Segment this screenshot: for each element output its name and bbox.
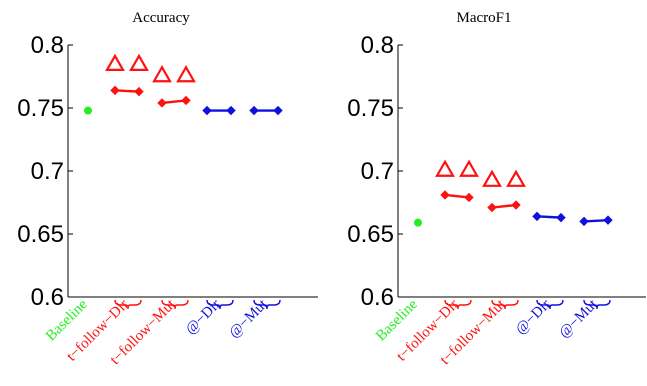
x-tick-brace (491, 299, 519, 310)
x-tick-brace (253, 299, 281, 310)
x-tick-label: @−Dir (513, 297, 554, 338)
pair-point (157, 98, 167, 108)
triangle-marker (129, 53, 149, 72)
chart-panel-1: Accuracy0.60.650.70.750.8Baselinet−follo… (17, 10, 318, 368)
triangle-marker (435, 159, 455, 177)
pair-point (532, 211, 542, 222)
y-tick-label: 0.6 (361, 284, 394, 311)
triangle-marker (176, 65, 196, 83)
pair-point (487, 202, 497, 213)
triangle-marker (506, 169, 526, 187)
pair-point (556, 212, 566, 223)
pair-point (134, 86, 144, 97)
y-tick-label: 0.8 (361, 32, 394, 59)
x-tick-brace (583, 299, 611, 310)
triangle-marker (152, 65, 172, 83)
pair-point (464, 192, 474, 203)
pair-point (579, 216, 589, 227)
x-tick-label: @−Dir (183, 297, 224, 338)
pair-point (110, 85, 120, 96)
y-tick-label: 0.6 (31, 284, 64, 311)
x-tick-brace (206, 299, 234, 310)
pair-point (273, 105, 283, 116)
y-tick-label: 0.7 (31, 158, 64, 185)
triangle-marker (105, 53, 125, 72)
baseline-point (84, 106, 92, 115)
x-tick-brace (114, 299, 142, 310)
y-tick-label: 0.8 (31, 32, 64, 59)
pair-point (249, 105, 259, 116)
y-tick-label: 0.75 (17, 95, 64, 122)
pair-point (226, 105, 236, 116)
pair-point (181, 95, 191, 106)
y-tick-label: 0.75 (347, 95, 394, 122)
x-tick-brace (536, 299, 564, 310)
chart-title: Accuracy (132, 10, 190, 26)
triangle-marker (482, 169, 502, 187)
x-tick-brace (161, 299, 189, 310)
baseline-point (414, 218, 422, 227)
chart-panel-2: MacroF10.60.650.70.750.8Baselinet−follow… (347, 10, 646, 368)
chart-title: MacroF1 (457, 10, 512, 26)
pair-point (440, 190, 450, 200)
triangle-marker (459, 159, 479, 177)
y-tick-label: 0.65 (347, 221, 394, 248)
pair-point (511, 200, 521, 210)
pair-point (202, 105, 212, 116)
y-tick-label: 0.65 (17, 221, 64, 248)
y-tick-label: 0.7 (361, 158, 394, 185)
pair-point (603, 215, 613, 225)
x-tick-brace (444, 299, 472, 310)
